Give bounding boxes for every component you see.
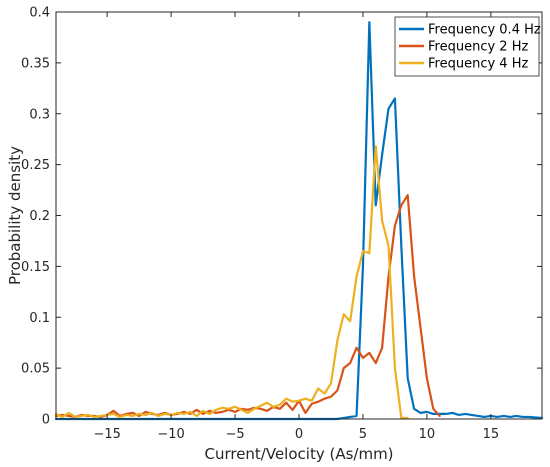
legend-label-2: Frequency 4 Hz [428, 57, 528, 72]
y-tick-label: 0.3 [29, 107, 50, 122]
y-axis-title: Probability density [6, 146, 24, 285]
x-tick-label: 15 [483, 427, 500, 442]
legend-label-0: Frequency 0.4 Hz [428, 23, 541, 38]
y-tick-label: 0.25 [21, 158, 50, 173]
series-line-2 [54, 145, 409, 420]
plot-area [56, 12, 542, 419]
x-tick-label: 10 [419, 427, 436, 442]
y-tick-label: 0 [42, 413, 50, 428]
y-tick-label: 0.05 [21, 362, 50, 377]
y-tick-label: 0.4 [29, 6, 50, 21]
legend-label-1: Frequency 2 Hz [428, 40, 528, 55]
x-tick-label: −5 [225, 427, 244, 442]
y-tick-label: 0.15 [21, 260, 50, 275]
series-layer [54, 21, 544, 421]
x-tick-label: −15 [93, 427, 120, 442]
x-tick-label: 5 [359, 427, 367, 442]
y-tick-label: 0.1 [29, 311, 50, 326]
y-tick-label: 0.2 [29, 209, 50, 224]
x-tick-label: −10 [157, 427, 184, 442]
x-axis-title: Current/Velocity (As/mm) [204, 445, 393, 463]
y-tick-label: 0.35 [21, 56, 50, 71]
x-tick-label: 0 [295, 427, 303, 442]
series-line-0 [54, 21, 544, 421]
ticks-layer: −15 −10 −5 0 5 10 15 0 0.05 0.1 0.15 0.2 0.25 0.3 0.35… [21, 6, 542, 442]
legend: Frequency 0.4 Hz Frequency 2 Hz Frequency … [394, 16, 541, 77]
